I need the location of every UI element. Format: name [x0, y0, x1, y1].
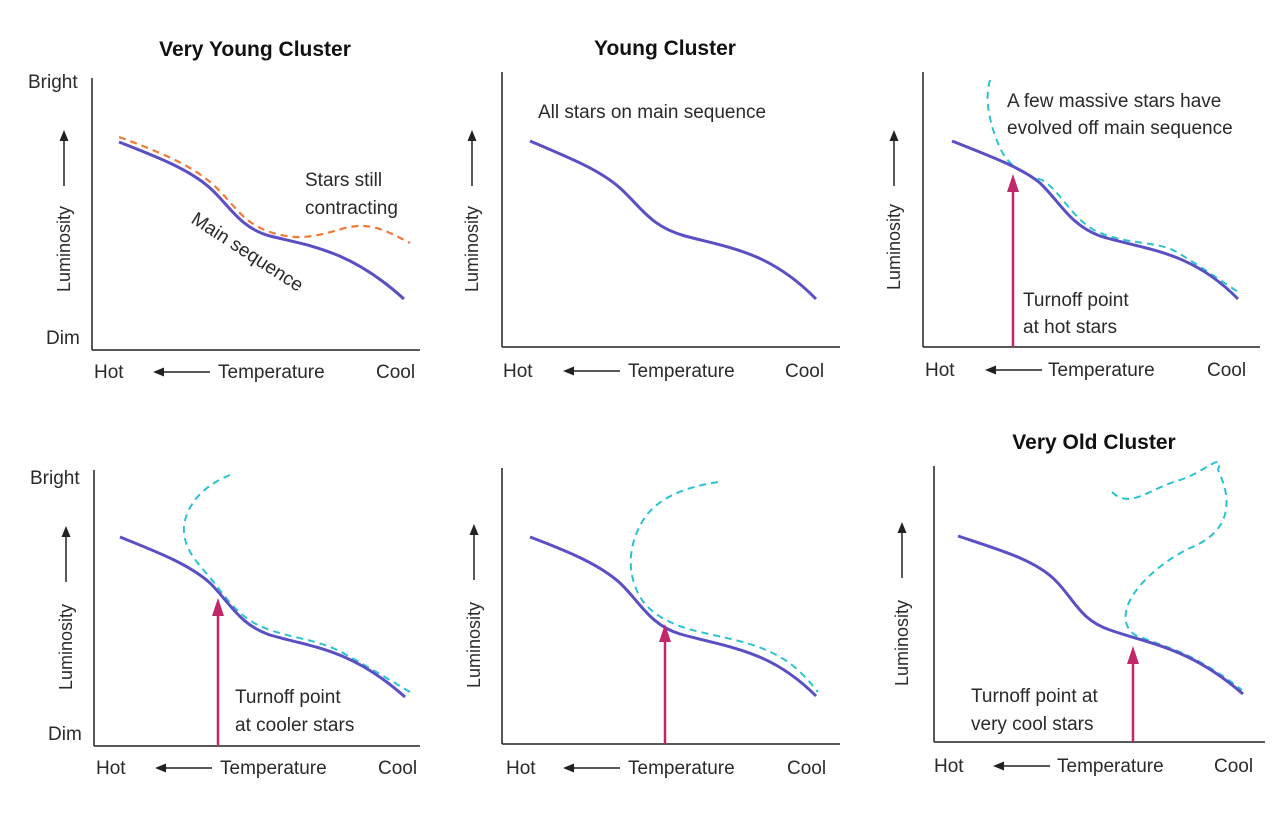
y-axis-label: Luminosity	[464, 524, 484, 688]
panel-young-cluster: Young Cluster Luminosity Hot Temperature…	[462, 37, 840, 382]
hot-label: Hot	[94, 362, 124, 383]
svg-text:Luminosity: Luminosity	[462, 206, 482, 292]
turnoff-arrow	[659, 624, 671, 744]
main-sequence-curve	[119, 535, 406, 699]
cool-label: Cool	[785, 361, 824, 382]
dim-label: Dim	[46, 328, 80, 349]
turnoff-annotation: Turnoff point at	[971, 686, 1098, 707]
cool-label: Cool	[376, 362, 415, 383]
temperature-label: Temperature	[1048, 360, 1155, 381]
main-sequence-label: Main sequence	[187, 209, 307, 297]
svg-text:Luminosity: Luminosity	[54, 206, 74, 292]
hot-label: Hot	[925, 360, 955, 381]
panel-title: Young Cluster	[594, 37, 736, 60]
cool-label: Cool	[787, 758, 826, 779]
temperature-label: Temperature	[628, 758, 735, 779]
cool-label: Cool	[378, 758, 417, 779]
hot-label: Hot	[96, 758, 126, 779]
y-axis-label: Luminosity	[884, 130, 904, 290]
main-sequence-curve	[951, 139, 1240, 301]
temperature-label: Temperature	[220, 758, 327, 779]
contracting-annotation: contracting	[305, 198, 398, 219]
contracting-annotation: Stars still	[305, 170, 382, 191]
y-axis-label: Luminosity	[892, 522, 912, 686]
panel-very-young-cluster: Very Young Cluster Bright Dim Luminosity…	[28, 38, 420, 383]
turnoff-arrow	[1007, 174, 1019, 347]
temperature-arrow	[563, 366, 620, 376]
panel-very-old-cluster: Very Old Cluster Luminosity Hot Temperat…	[892, 431, 1265, 777]
turnoff-arrow	[1127, 646, 1139, 742]
turnoff-annotation: at cooler stars	[235, 715, 354, 736]
bright-label: Bright	[30, 468, 80, 489]
main-sequence-annotation: All stars on main sequence	[538, 102, 766, 123]
temperature-label: Temperature	[218, 362, 325, 383]
evolved-stars-curve	[629, 481, 819, 693]
bright-label: Bright	[28, 72, 78, 93]
y-axis-label: Luminosity	[56, 526, 76, 690]
evolved-annotation: evolved off main sequence	[1007, 118, 1233, 139]
evolved-stars-curve	[986, 79, 1239, 293]
temperature-label: Temperature	[628, 361, 735, 382]
svg-text:Luminosity: Luminosity	[56, 604, 76, 690]
turnoff-annotation: at hot stars	[1023, 317, 1117, 338]
cool-label: Cool	[1207, 360, 1246, 381]
temperature-arrow	[155, 763, 212, 773]
y-axis-label: Luminosity	[462, 130, 482, 292]
main-sequence-curve	[529, 139, 818, 301]
evolved-annotation: A few massive stars have	[1007, 91, 1221, 112]
temperature-arrow	[985, 365, 1042, 375]
svg-text:Luminosity: Luminosity	[884, 204, 904, 290]
panel-cooler-turnoff: Bright Dim Luminosity Hot Temperature Co…	[30, 468, 420, 779]
main-sequence-curve	[529, 535, 818, 698]
hot-label: Hot	[506, 758, 536, 779]
temperature-arrow	[993, 761, 1050, 771]
y-axis-label: Luminosity	[54, 130, 74, 292]
panel-hot-turnoff: Luminosity Hot Temperature Cool A few ma…	[884, 72, 1260, 381]
temperature-arrow	[563, 763, 620, 773]
evolved-stars-curve	[182, 474, 411, 693]
svg-text:Luminosity: Luminosity	[892, 600, 912, 686]
panel-title: Very Young Cluster	[159, 38, 351, 61]
main-sequence-curve	[957, 534, 1244, 696]
temperature-arrow	[153, 367, 210, 377]
turnoff-annotation: Turnoff point	[1023, 290, 1129, 311]
panel-title: Very Old Cluster	[1012, 431, 1175, 454]
svg-text:Luminosity: Luminosity	[464, 602, 484, 688]
panel-intermediate-turnoff: Luminosity Hot Temperature Cool	[464, 468, 840, 779]
dim-label: Dim	[48, 724, 82, 745]
turnoff-arrow	[212, 598, 224, 746]
main-sequence-curve	[118, 140, 406, 301]
hot-label: Hot	[934, 756, 964, 777]
temperature-label: Temperature	[1057, 756, 1164, 777]
evolved-stars-curve	[1111, 460, 1243, 691]
hot-label: Hot	[503, 361, 533, 382]
turnoff-annotation: Turnoff point	[235, 687, 341, 708]
turnoff-annotation: very cool stars	[971, 714, 1093, 735]
cool-label: Cool	[1214, 756, 1253, 777]
